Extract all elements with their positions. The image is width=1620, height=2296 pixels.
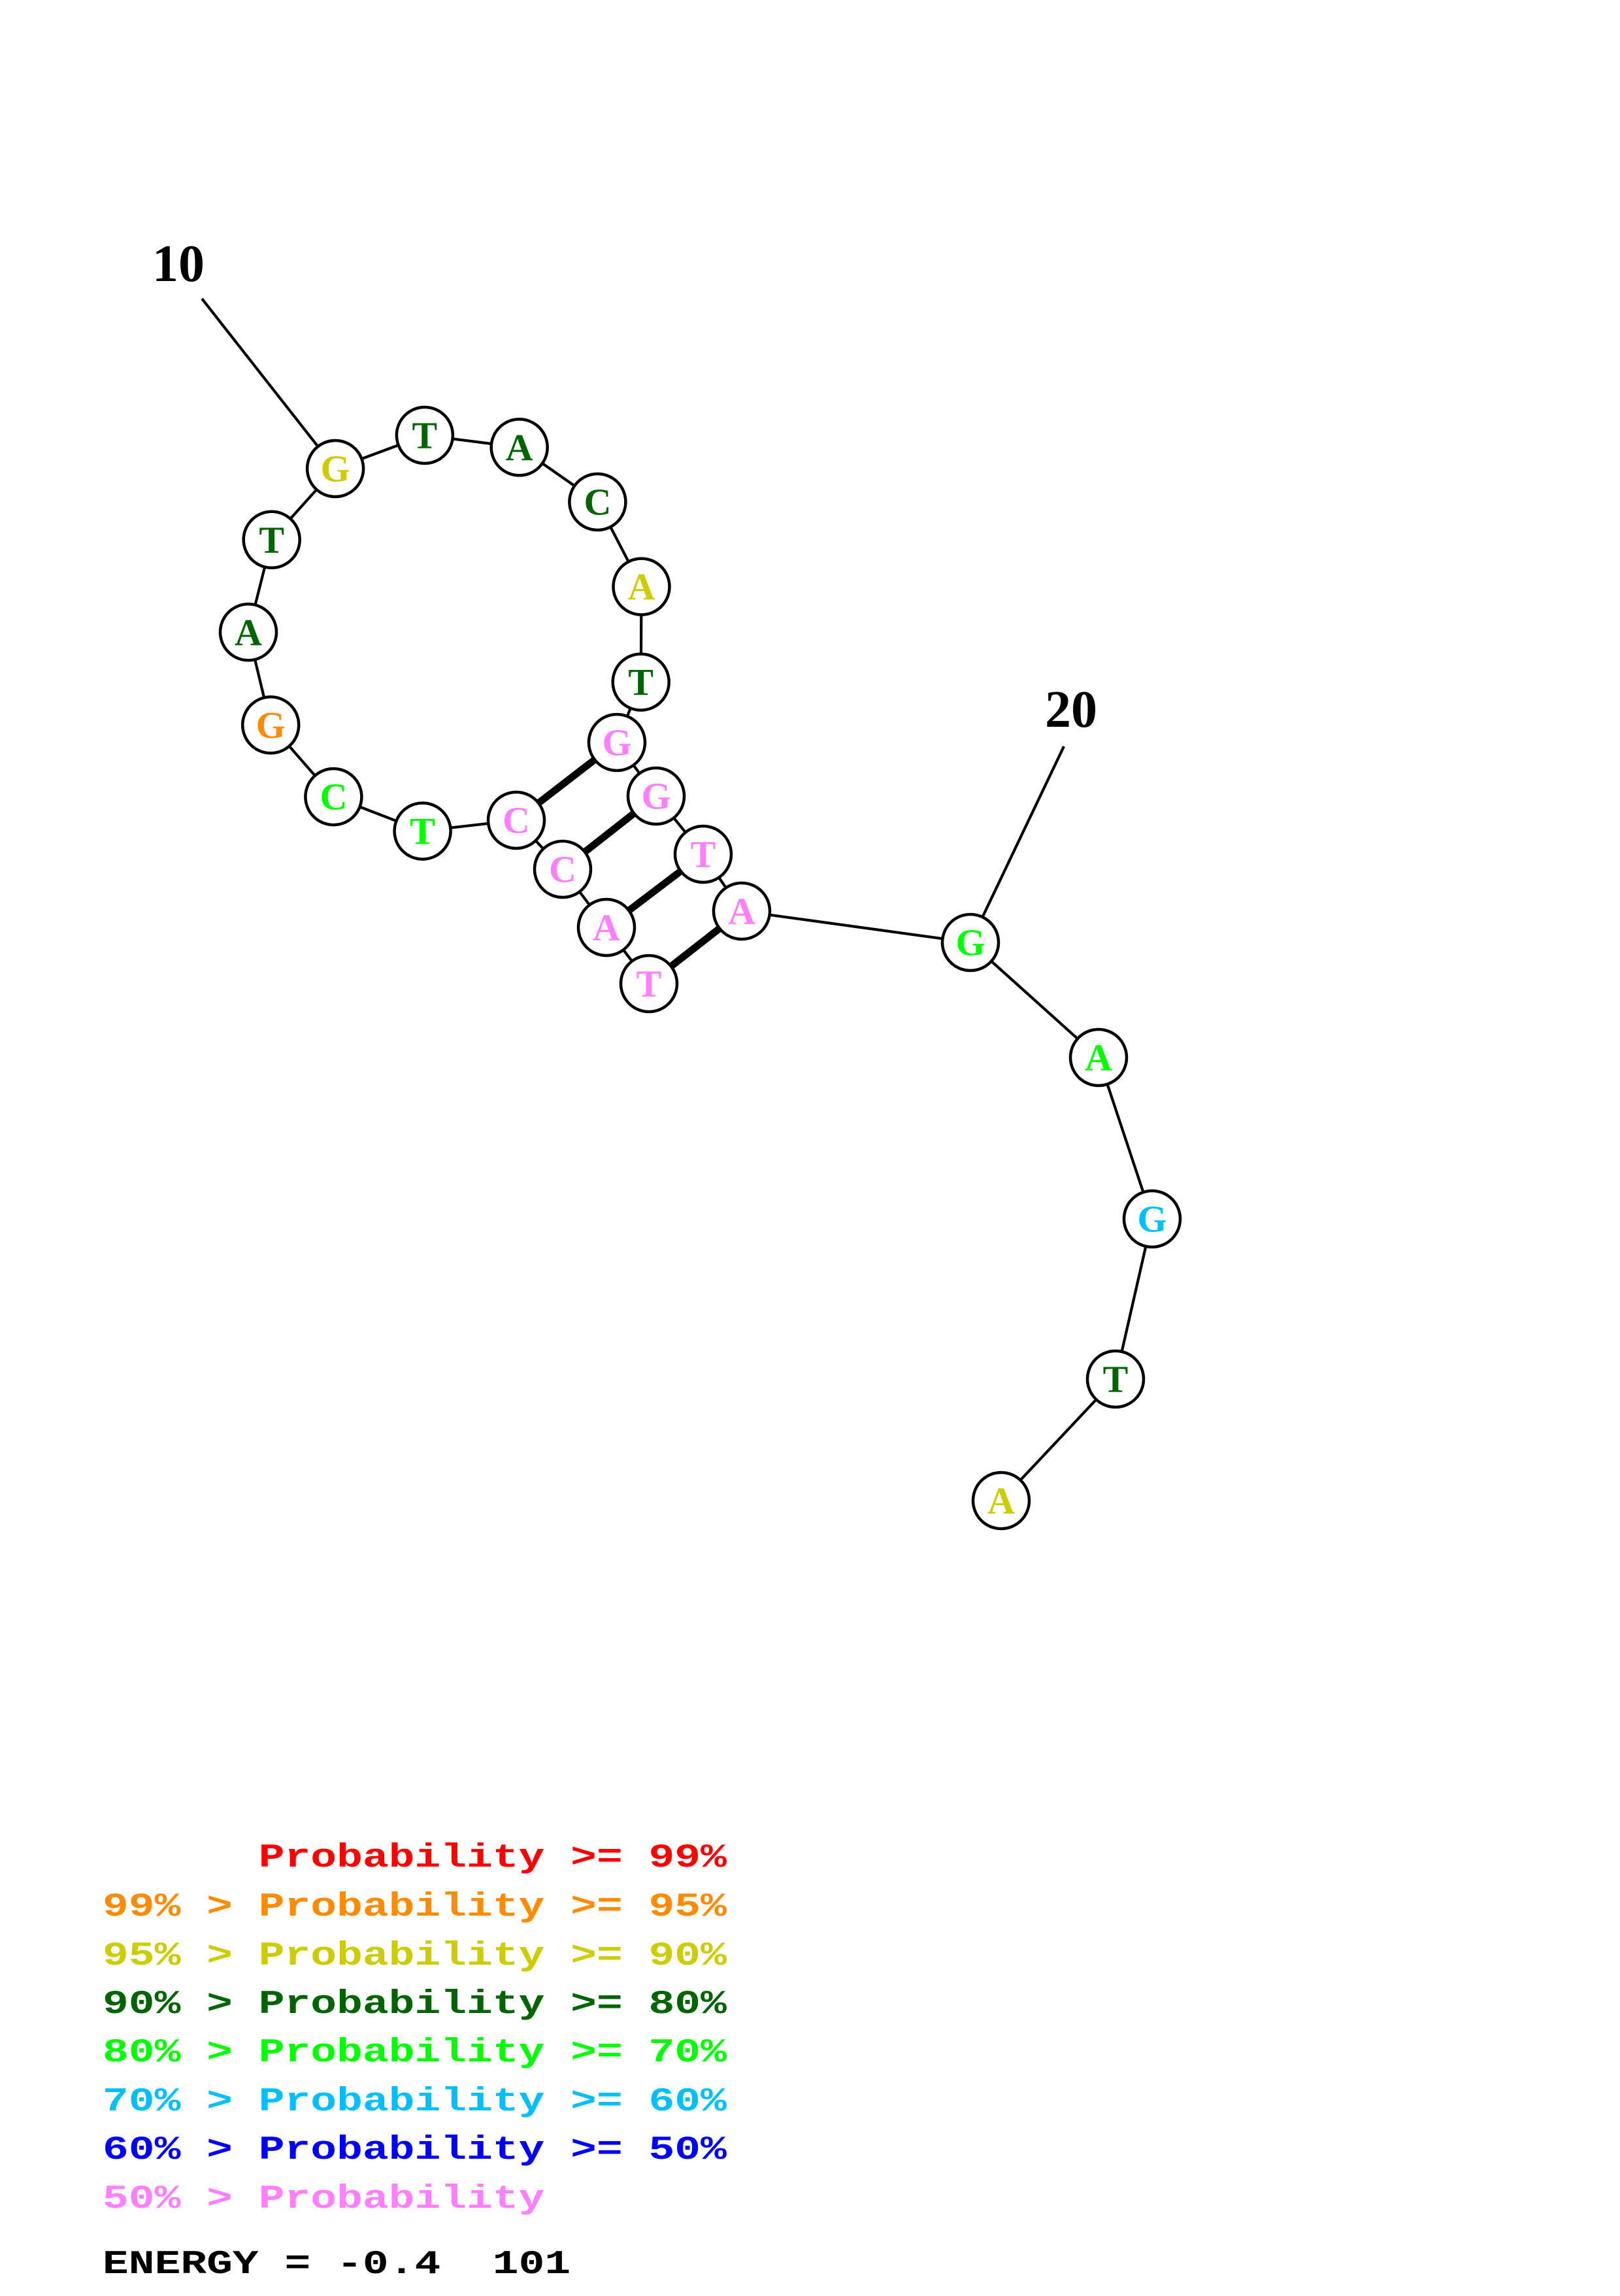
svg-text:G: G xyxy=(641,775,670,818)
svg-text:T: T xyxy=(410,810,435,852)
svg-text:C: C xyxy=(320,776,347,818)
svg-text:A: A xyxy=(235,611,262,654)
svg-text:A: A xyxy=(728,890,755,933)
svg-text:T: T xyxy=(691,833,716,876)
svg-text:A: A xyxy=(593,907,620,949)
svg-text:G: G xyxy=(321,448,350,490)
svg-text:C: C xyxy=(584,481,611,524)
svg-text:20: 20 xyxy=(1045,681,1097,739)
svg-text:10: 10 xyxy=(152,235,205,293)
svg-text:T: T xyxy=(412,414,438,457)
svg-text:T: T xyxy=(628,661,653,703)
svg-text:C: C xyxy=(503,799,530,842)
svg-text:T: T xyxy=(259,518,284,561)
svg-text:G: G xyxy=(602,722,631,764)
svg-text:T: T xyxy=(636,963,662,1005)
svg-text:A: A xyxy=(628,565,655,608)
svg-text:T: T xyxy=(1103,1358,1129,1401)
svg-text:A: A xyxy=(1085,1037,1112,1079)
svg-text:C: C xyxy=(549,848,576,891)
svg-text:G: G xyxy=(955,922,985,964)
svg-text:G: G xyxy=(256,704,286,746)
svg-text:A: A xyxy=(506,426,533,469)
svg-text:G: G xyxy=(1137,1198,1166,1240)
svg-text:A: A xyxy=(987,1480,1015,1522)
